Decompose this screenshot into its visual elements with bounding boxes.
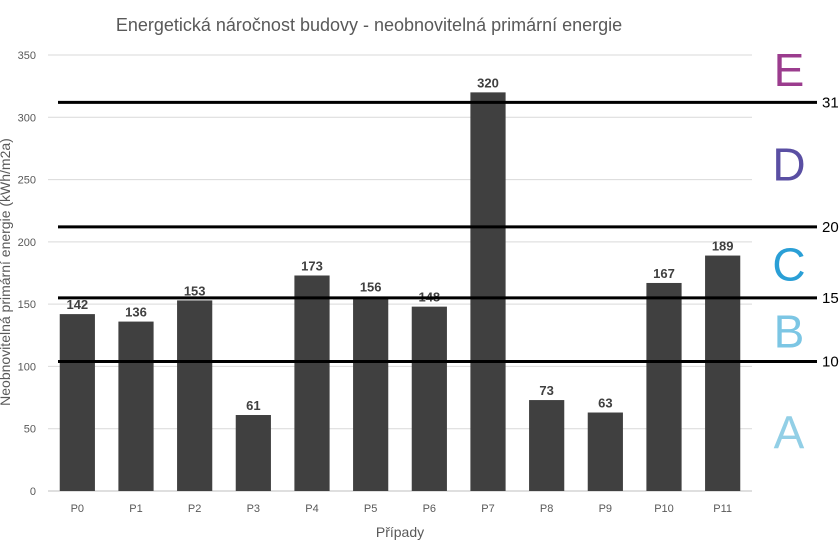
x-tick-label: P6 bbox=[423, 503, 436, 515]
x-axis-ticks: P0 P1 P2 P3 P4 P5 P6 P7 P8 P9 P10 P11 bbox=[71, 503, 732, 515]
energy-class-label: A bbox=[774, 406, 805, 458]
data-label: 173 bbox=[301, 258, 323, 273]
bars bbox=[59, 92, 741, 491]
x-tick-label: P11 bbox=[713, 503, 732, 515]
x-tick-label: P2 bbox=[188, 503, 201, 515]
data-label: 142 bbox=[66, 297, 88, 312]
threshold-label: 10 bbox=[822, 353, 839, 370]
data-label: 153 bbox=[184, 283, 206, 298]
x-tick-label: P4 bbox=[305, 503, 318, 515]
bar bbox=[59, 314, 95, 491]
y-tick-label: 350 bbox=[18, 50, 36, 62]
y-tick-label: 200 bbox=[18, 237, 36, 249]
bar bbox=[470, 92, 506, 491]
energy-class-label: C bbox=[772, 238, 805, 290]
data-label: 189 bbox=[712, 239, 734, 254]
x-tick-label: P9 bbox=[599, 503, 612, 515]
energy-class-label: B bbox=[774, 306, 805, 358]
bar bbox=[235, 415, 271, 491]
data-label: 320 bbox=[477, 75, 499, 90]
x-tick-label: P3 bbox=[247, 503, 260, 515]
bar bbox=[177, 300, 213, 491]
threshold-label: 20 bbox=[822, 219, 839, 236]
x-tick-label: P0 bbox=[71, 503, 84, 515]
bar bbox=[294, 275, 330, 491]
x-tick-label: P8 bbox=[540, 503, 553, 515]
threshold-label: 15 bbox=[822, 290, 839, 307]
y-tick-label: 50 bbox=[24, 424, 36, 436]
threshold-label: 31 bbox=[822, 94, 839, 111]
y-tick-label: 300 bbox=[18, 112, 36, 124]
x-axis-title: Případy bbox=[376, 524, 424, 540]
data-label: 156 bbox=[360, 280, 382, 295]
x-tick-label: P1 bbox=[129, 503, 142, 515]
data-label: 63 bbox=[598, 396, 612, 411]
y-tick-label: 0 bbox=[30, 486, 36, 498]
data-label: 73 bbox=[539, 383, 553, 398]
chart-title: Energetická náročnost budovy - neobnovit… bbox=[116, 15, 622, 35]
energy-class-label: E bbox=[774, 44, 805, 96]
energy-class-label: D bbox=[772, 139, 805, 191]
threshold-lines: 10 15 20 31 bbox=[58, 94, 839, 370]
y-tick-label: 100 bbox=[18, 361, 36, 373]
data-label: 167 bbox=[653, 266, 675, 281]
bar bbox=[118, 321, 154, 491]
gridlines bbox=[48, 54, 752, 492]
y-tick-label: 150 bbox=[18, 299, 36, 311]
y-axis-title: Neobnovitelná primární energie (kWh/m2a) bbox=[0, 138, 13, 406]
data-labels: 142136153611731561483207363167189 bbox=[66, 75, 733, 413]
x-tick-label: P7 bbox=[481, 503, 494, 515]
bar bbox=[529, 400, 565, 491]
data-label: 61 bbox=[246, 398, 260, 413]
bar bbox=[353, 296, 389, 491]
x-tick-label: P10 bbox=[654, 503, 674, 515]
y-axis-ticks: 0 50 100 150 200 250 300 350 bbox=[18, 50, 36, 498]
bar bbox=[411, 306, 447, 491]
y-tick-label: 250 bbox=[18, 175, 36, 187]
bar bbox=[587, 412, 623, 491]
bar bbox=[705, 255, 741, 491]
bar bbox=[646, 282, 682, 491]
data-label: 136 bbox=[125, 305, 147, 320]
x-tick-label: P5 bbox=[364, 503, 377, 515]
